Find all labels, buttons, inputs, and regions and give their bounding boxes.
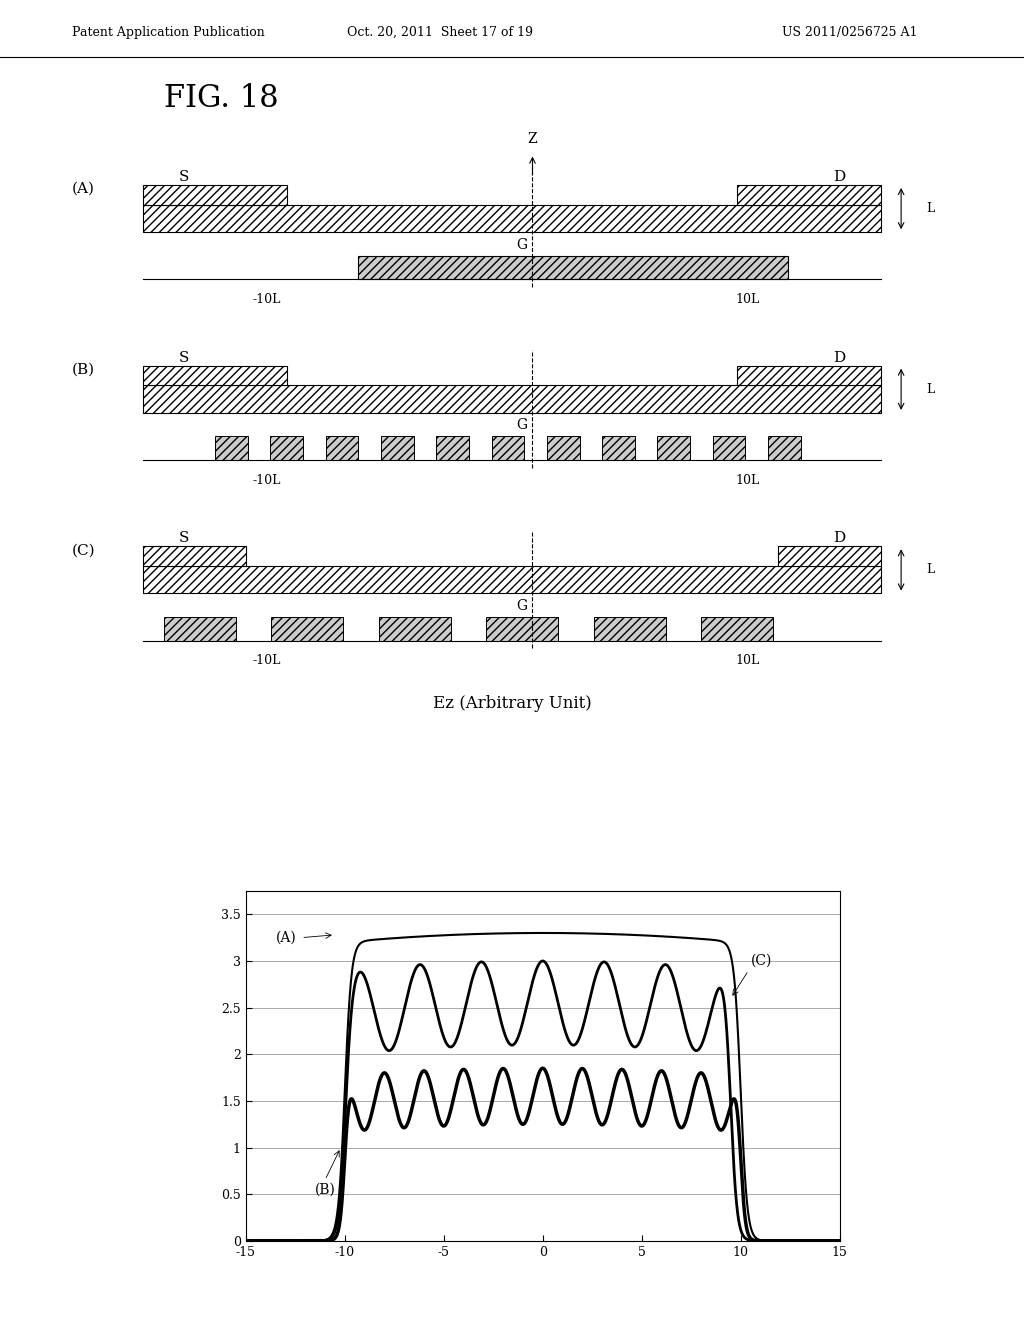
Bar: [778, 546, 881, 566]
Bar: [358, 256, 788, 280]
Text: D: D: [834, 170, 846, 183]
Bar: [701, 616, 773, 640]
Bar: [657, 437, 690, 459]
Text: L: L: [927, 383, 935, 396]
Text: L: L: [927, 564, 935, 577]
Bar: [737, 185, 881, 205]
Text: 10L: 10L: [735, 655, 760, 667]
Text: (C): (C): [751, 954, 772, 968]
Text: D: D: [834, 532, 846, 545]
Text: S: S: [179, 351, 189, 364]
Bar: [547, 437, 580, 459]
Text: 10L: 10L: [735, 474, 760, 487]
Bar: [326, 437, 358, 459]
Bar: [713, 437, 745, 459]
Text: US 2011/0256725 A1: US 2011/0256725 A1: [782, 26, 918, 38]
Bar: [164, 616, 236, 640]
Text: Patent Application Publication: Patent Application Publication: [72, 26, 264, 38]
Text: Z: Z: [527, 132, 538, 145]
Bar: [143, 366, 287, 385]
Text: FIG. 18: FIG. 18: [164, 83, 279, 114]
Text: 10L: 10L: [735, 293, 760, 306]
Text: (B): (B): [315, 1183, 336, 1196]
Bar: [143, 385, 881, 413]
Text: (C): (C): [72, 544, 95, 557]
Text: S: S: [179, 532, 189, 545]
Bar: [602, 437, 635, 459]
Text: (B): (B): [72, 363, 95, 376]
Bar: [271, 616, 343, 640]
Text: S: S: [179, 170, 189, 183]
Bar: [768, 437, 801, 459]
Bar: [143, 566, 881, 594]
Text: Ez (Arbitrary Unit): Ez (Arbitrary Unit): [432, 694, 592, 711]
Text: G: G: [517, 599, 527, 612]
Bar: [381, 437, 414, 459]
Bar: [379, 616, 451, 640]
Text: (A): (A): [72, 182, 94, 195]
Text: -10L: -10L: [252, 474, 281, 487]
Bar: [737, 366, 881, 385]
Bar: [143, 546, 246, 566]
Text: D: D: [834, 351, 846, 364]
Text: Oct. 20, 2011  Sheet 17 of 19: Oct. 20, 2011 Sheet 17 of 19: [347, 26, 534, 38]
Text: G: G: [517, 238, 527, 252]
Bar: [594, 616, 666, 640]
Text: -10L: -10L: [252, 655, 281, 667]
Bar: [486, 616, 558, 640]
Bar: [492, 437, 524, 459]
Bar: [143, 205, 881, 232]
Text: G: G: [517, 418, 527, 433]
Bar: [270, 437, 303, 459]
Text: L: L: [927, 202, 935, 215]
Text: -10L: -10L: [252, 293, 281, 306]
Bar: [436, 437, 469, 459]
Bar: [143, 185, 287, 205]
Text: (A): (A): [275, 931, 296, 945]
Bar: [215, 437, 248, 459]
